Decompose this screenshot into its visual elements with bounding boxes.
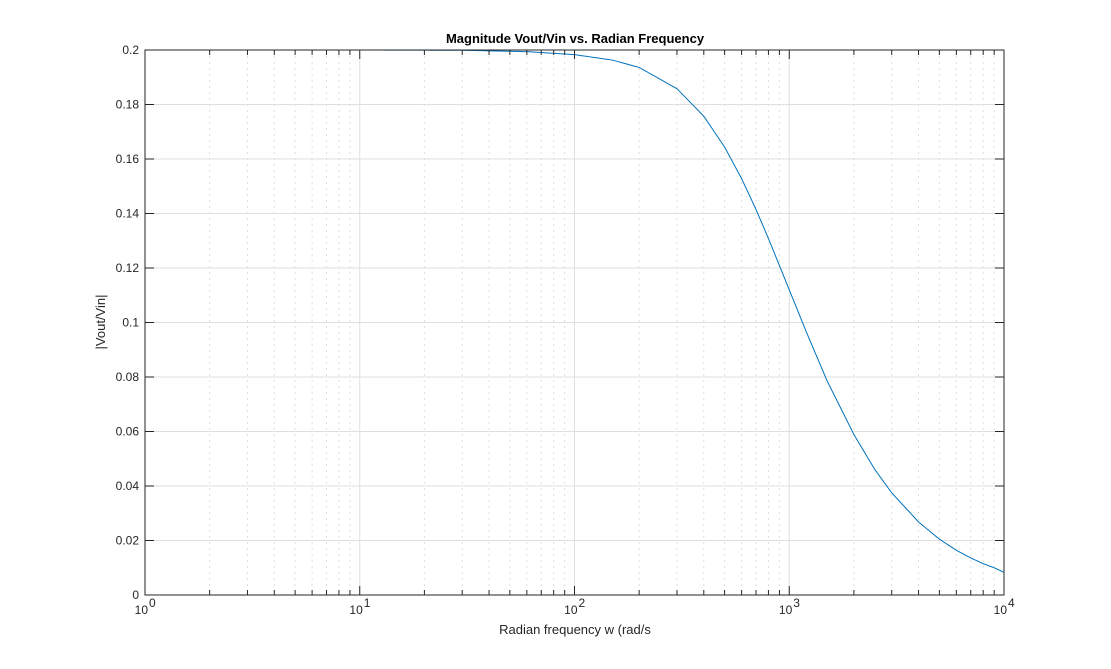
x-tick-label: 10 1 <box>349 596 370 617</box>
svg-text:10: 10 <box>779 603 793 617</box>
y-tick-label: 0.2 <box>122 43 139 57</box>
y-tick-label: 0.08 <box>116 370 140 384</box>
x-tick-label: 10 3 <box>779 596 800 617</box>
grid-lines <box>144 49 1005 596</box>
y-axis-label: |Vout/Vin| <box>93 295 108 350</box>
plot-area <box>145 49 1005 573</box>
svg-text:10: 10 <box>349 603 363 617</box>
svg-text:10: 10 <box>994 603 1008 617</box>
series-line <box>145 49 1005 573</box>
x-axis-label: Radian frequency w (rad/s <box>499 622 651 637</box>
axes-box <box>144 49 1005 596</box>
y-tick-label: 0.06 <box>116 425 140 439</box>
svg-text:10: 10 <box>564 603 578 617</box>
chart-title: Magnitude Vout/Vin vs. Radian Frequency <box>446 31 705 46</box>
svg-text:3: 3 <box>793 596 800 610</box>
x-tick-label: 10 4 <box>994 596 1015 617</box>
y-tick-label: 0.14 <box>116 207 140 221</box>
svg-text:1: 1 <box>364 596 371 610</box>
y-tick-label: 0.04 <box>116 479 140 493</box>
tick-labels: 10 0 10 1 10 2 10 3 10 400.020.040.060.080.10.120… <box>116 43 1015 617</box>
x-tick-label: 10 2 <box>564 596 585 617</box>
axes <box>144 49 1005 596</box>
y-tick-label: 0.18 <box>116 98 140 112</box>
y-tick-label: 0.02 <box>116 534 140 548</box>
svg-text:0: 0 <box>149 596 156 610</box>
svg-text:2: 2 <box>579 596 586 610</box>
x-tick-label: 10 0 <box>135 596 156 617</box>
y-tick-label: 0.16 <box>116 152 140 166</box>
svg-text:4: 4 <box>1008 596 1015 610</box>
y-tick-label: 0.12 <box>116 261 140 275</box>
y-tick-label: 0 <box>132 588 139 602</box>
svg-text:10: 10 <box>135 603 149 617</box>
y-tick-label: 0.1 <box>122 316 139 330</box>
